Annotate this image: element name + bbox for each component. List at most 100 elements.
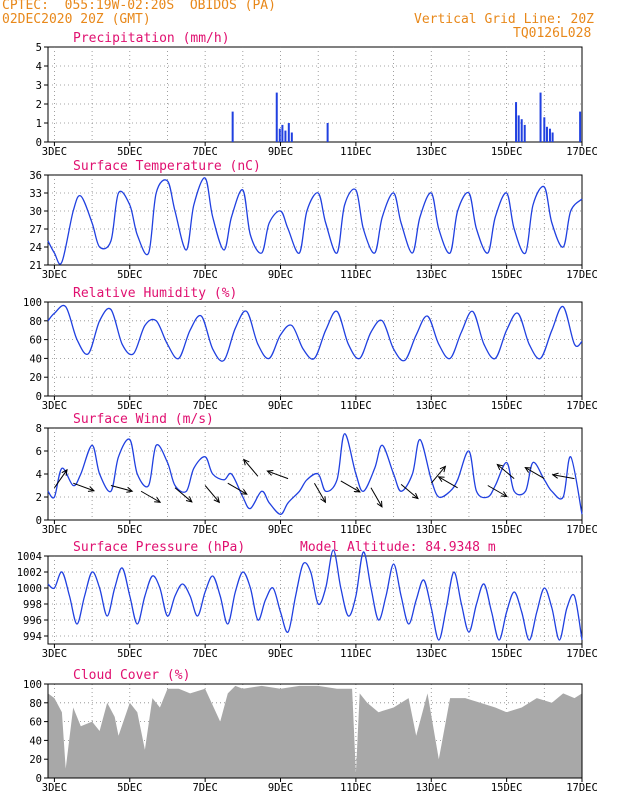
x-tick-label: 7DEC <box>192 782 217 794</box>
header-code: TQ0126L028 <box>513 26 592 41</box>
y-tick-label: 2 <box>36 99 42 111</box>
panel-title-1: Surface Temperature (nC) <box>73 159 261 174</box>
precip-bar <box>231 111 234 142</box>
panel-frame-2 <box>47 301 583 397</box>
x-tick-label: 15DEC <box>491 648 523 660</box>
y-tick-label: 80 <box>29 698 42 710</box>
x-tick-label: 13DEC <box>415 524 447 536</box>
y-tick-label: 80 <box>29 316 42 328</box>
y-tick-label: 60 <box>29 335 42 347</box>
precip-bar <box>548 128 551 142</box>
panel-title-3: Surface Wind (m/s) <box>73 412 214 427</box>
y-tick-label: 20 <box>29 754 42 766</box>
x-tick-label: 3DEC <box>42 524 67 536</box>
x-tick-label: 7DEC <box>192 648 217 660</box>
precip-bar <box>579 111 582 142</box>
y-tick-label: 24 <box>29 242 42 254</box>
y-tick-label: 994 <box>23 631 42 643</box>
precip-bar <box>523 124 526 142</box>
wind-arrow <box>140 490 162 503</box>
x-tick-label: 13DEC <box>415 648 447 660</box>
x-tick-label: 3DEC <box>42 782 67 794</box>
x-tick-label: 7DEC <box>192 524 217 536</box>
y-tick-label: 60 <box>29 717 42 729</box>
precip-bar <box>545 126 548 142</box>
x-tick-label: 17DEC <box>566 524 598 536</box>
x-tick-label: 5DEC <box>117 400 142 412</box>
x-tick-label: 11DEC <box>340 400 372 412</box>
wind-arrow <box>266 469 289 480</box>
x-tick-label: 11DEC <box>340 782 372 794</box>
precip-bar <box>287 123 290 142</box>
wind-arrow <box>53 468 68 489</box>
panel-title-5: Cloud Cover (%) <box>73 668 190 683</box>
y-tick-label: 4 <box>36 61 42 73</box>
wind-arrow <box>110 485 134 493</box>
panel-frame-top <box>47 683 583 779</box>
panel-title-4: Surface Pressure (hPa) <box>73 540 245 555</box>
y-tick-label: 0 <box>36 137 42 149</box>
y-tick-label: 4 <box>36 469 42 481</box>
series-line-2 <box>47 304 583 362</box>
x-tick-label: 9DEC <box>268 269 293 281</box>
wind-arrow <box>437 476 458 489</box>
x-tick-label: 9DEC <box>268 400 293 412</box>
x-tick-label: 5DEC <box>117 269 142 281</box>
x-tick-label: 15DEC <box>491 400 523 412</box>
x-tick-label: 13DEC <box>415 269 447 281</box>
wind-arrow <box>487 485 508 498</box>
x-tick-label: 15DEC <box>491 146 523 158</box>
series-line-3 <box>47 433 583 515</box>
wind-arrow <box>174 487 193 503</box>
x-tick-label: 3DEC <box>42 400 67 412</box>
y-tick-label: 20 <box>29 372 42 384</box>
x-tick-label: 17DEC <box>566 146 598 158</box>
panel-title-0: Precipitation (mm/h) <box>73 31 230 46</box>
wind-arrow <box>340 480 361 493</box>
x-tick-label: 11DEC <box>340 648 372 660</box>
x-tick-label: 7DEC <box>192 146 217 158</box>
precip-bar <box>275 92 278 142</box>
precip-bar <box>278 128 281 142</box>
y-tick-label: 40 <box>29 735 42 747</box>
x-tick-label: 15DEC <box>491 269 523 281</box>
y-tick-label: 1 <box>36 118 42 130</box>
header-grid-note: Vertical Grid Line: 20Z <box>414 12 595 27</box>
x-tick-label: 17DEC <box>566 269 598 281</box>
panel-frame-0 <box>47 46 583 143</box>
y-tick-label: 5 <box>36 42 42 54</box>
x-tick-label: 3DEC <box>42 269 67 281</box>
x-tick-label: 5DEC <box>117 146 142 158</box>
y-tick-label: 1002 <box>17 567 42 579</box>
wind-arrow <box>400 483 419 500</box>
x-tick-label: 3DEC <box>42 648 67 660</box>
panel-frame-4 <box>47 555 583 645</box>
x-tick-label: 11DEC <box>340 146 372 158</box>
y-tick-label: 100 <box>23 297 42 309</box>
model-altitude-label: Model Altitude: 84.9348 m <box>300 540 496 555</box>
x-tick-label: 9DEC <box>268 648 293 660</box>
precip-bar <box>517 115 520 142</box>
x-tick-label: 11DEC <box>340 269 372 281</box>
x-tick-label: 5DEC <box>117 524 142 536</box>
wind-arrow <box>204 485 221 504</box>
series-line-1 <box>47 177 583 265</box>
y-tick-label: 996 <box>23 615 42 627</box>
precip-bar <box>290 132 293 142</box>
precip-bar <box>551 132 554 142</box>
x-tick-label: 13DEC <box>415 782 447 794</box>
x-tick-label: 3DEC <box>42 146 67 158</box>
y-tick-label: 36 <box>29 170 42 182</box>
precip-bar <box>515 102 518 142</box>
y-tick-label: 1000 <box>17 583 42 595</box>
y-tick-label: 0 <box>36 515 42 527</box>
x-tick-label: 9DEC <box>268 782 293 794</box>
y-tick-label: 40 <box>29 353 42 365</box>
wind-arrow <box>496 463 515 479</box>
panel-frame-1 <box>47 174 583 266</box>
wind-arrow <box>314 482 327 504</box>
precip-bar <box>520 119 523 142</box>
y-tick-label: 100 <box>23 679 42 691</box>
header-date: 02DEC2020 20Z (GMT) <box>2 12 151 27</box>
